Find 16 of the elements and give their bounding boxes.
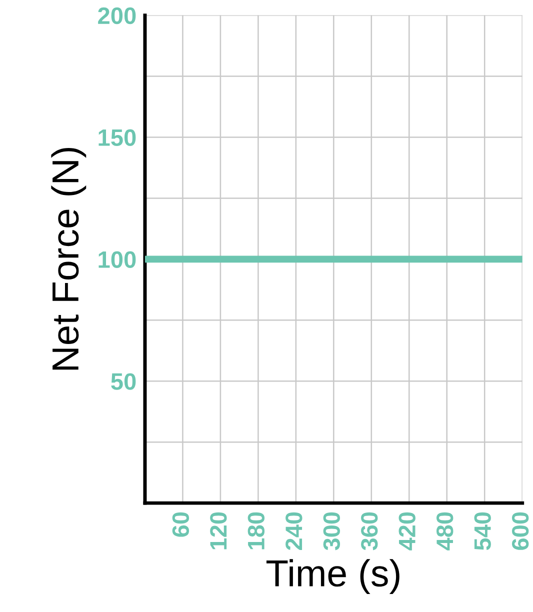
x-tick-label: 240 (286, 512, 302, 550)
x-tick-label: 480 (436, 512, 454, 550)
y-tick-label: 200 (98, 7, 136, 24)
y-tick-label: 50 (111, 373, 136, 390)
x-tick-label: 60 (172, 512, 190, 537)
x-tick-label: 180 (248, 512, 265, 550)
y-axis-title: Net Force (N) (51, 148, 86, 370)
x-tick-label: 120 (210, 512, 227, 550)
y-tick-label: 150 (98, 129, 136, 146)
x-tick-label: 420 (398, 512, 416, 550)
x-tick-label: 600 (512, 512, 529, 550)
x-tick-label: 540 (474, 512, 491, 550)
y-tick-label: 100 (98, 251, 136, 268)
x-tick-label: 300 (323, 512, 340, 550)
x-axis-title: Time (s) (266, 559, 400, 594)
x-tick-label: 360 (361, 512, 378, 550)
